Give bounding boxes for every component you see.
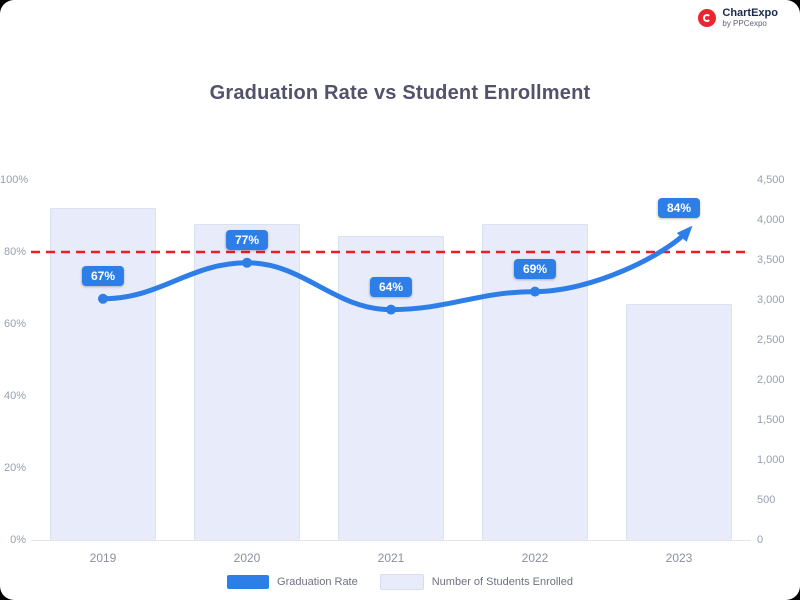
axis-tick-label: 1,500 (757, 414, 785, 426)
legend-swatch (379, 574, 424, 590)
axis-tick-label: 60% (3, 318, 26, 330)
brand-logo: ChartExpo by PPCexpo (698, 7, 778, 28)
legend-item[interactable]: Number of Students Enrolled (379, 574, 573, 590)
axis-tick-label: 0 (757, 534, 764, 546)
x-axis-line (31, 540, 751, 541)
axis-tick-label: 1,000 (757, 454, 785, 466)
data-label-callout: 69% (513, 258, 557, 279)
data-label-callout: 77% (225, 229, 269, 250)
legend-item[interactable]: Graduation Rate (227, 575, 358, 589)
axis-tick-label: 0% (10, 534, 26, 546)
brand-logo-icon (698, 8, 717, 27)
chart-title: Graduation Rate vs Student Enrollment (209, 82, 591, 104)
axis-tick-label: 3,000 (757, 294, 785, 306)
axis-tick-label: 80% (3, 246, 26, 258)
x-axis-label: 2022 (521, 551, 549, 565)
axis-tick-label: 4,500 (757, 174, 785, 186)
bar (194, 224, 300, 540)
data-label-callout: 67% (81, 265, 125, 286)
brand-name: ChartExpo (722, 7, 778, 19)
legend-label: Graduation Rate (277, 576, 358, 588)
legend: Graduation Rate Number of Students Enroll… (0, 574, 800, 590)
legend-label: Number of Students Enrolled (431, 576, 573, 588)
axis-tick-label: 4,000 (757, 214, 785, 226)
bar (626, 304, 732, 540)
axis-tick-label: 100% (0, 174, 29, 186)
x-axis-label: 2023 (665, 551, 693, 565)
axis-tick-label: 40% (3, 390, 26, 402)
bar (50, 208, 156, 540)
x-axis-label: 2021 (377, 551, 405, 565)
x-axis-label: 2020 (233, 551, 261, 565)
x-axis-label: 2019 (89, 551, 117, 565)
data-label-callout: 64% (369, 276, 413, 297)
axis-tick-label: 2,500 (757, 334, 785, 346)
axis-tick-label: 500 (757, 494, 776, 506)
axis-tick-label: 20% (3, 462, 26, 474)
legend-swatch (227, 575, 270, 589)
axis-tick-label: 3,500 (757, 254, 785, 266)
axis-tick-label: 2,000 (757, 374, 785, 386)
brand-tagline: by PPCexpo (722, 18, 767, 28)
data-label-callout: 84% (657, 197, 701, 218)
data-points (98, 257, 540, 315)
